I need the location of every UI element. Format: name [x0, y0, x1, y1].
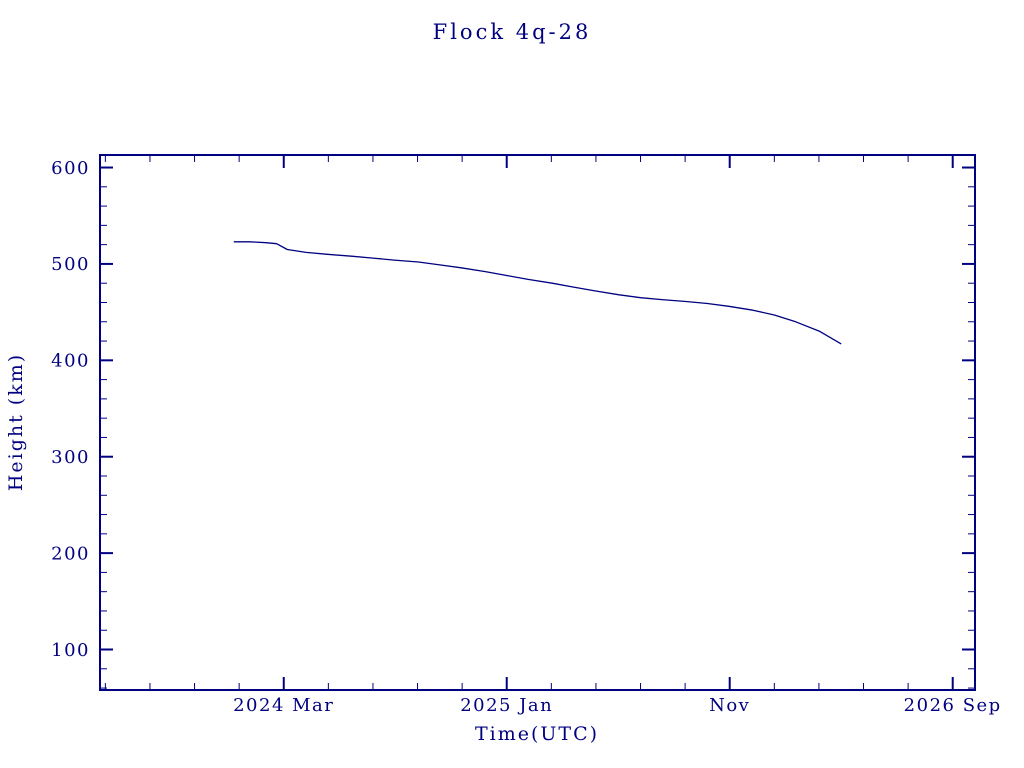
x-tick-label: 2025 Jan	[460, 695, 553, 716]
y-tick-label: 300	[51, 447, 90, 468]
y-tick-label: 100	[51, 640, 90, 661]
x-tick-label: 2024 Mar	[233, 695, 334, 716]
y-tick-label: 600	[51, 158, 90, 179]
y-axis-label: Height (km)	[5, 353, 27, 491]
y-tick-label: 500	[51, 254, 90, 275]
x-tick-label: Nov	[709, 695, 750, 716]
plot-content: 100 200 300 400 500 600 2024 Mar 2025 Jan Nov 202…	[51, 154, 1002, 716]
x-axis-label: Time(UTC)	[475, 723, 599, 745]
y-tick-label: 200	[51, 543, 90, 564]
chart-title: Flock 4q-28	[433, 20, 592, 44]
y-tick-label: 400	[51, 351, 90, 372]
data-line	[233, 241, 842, 345]
x-tick-label: 2026 Sep	[904, 695, 1002, 716]
plot-box	[99, 154, 976, 691]
